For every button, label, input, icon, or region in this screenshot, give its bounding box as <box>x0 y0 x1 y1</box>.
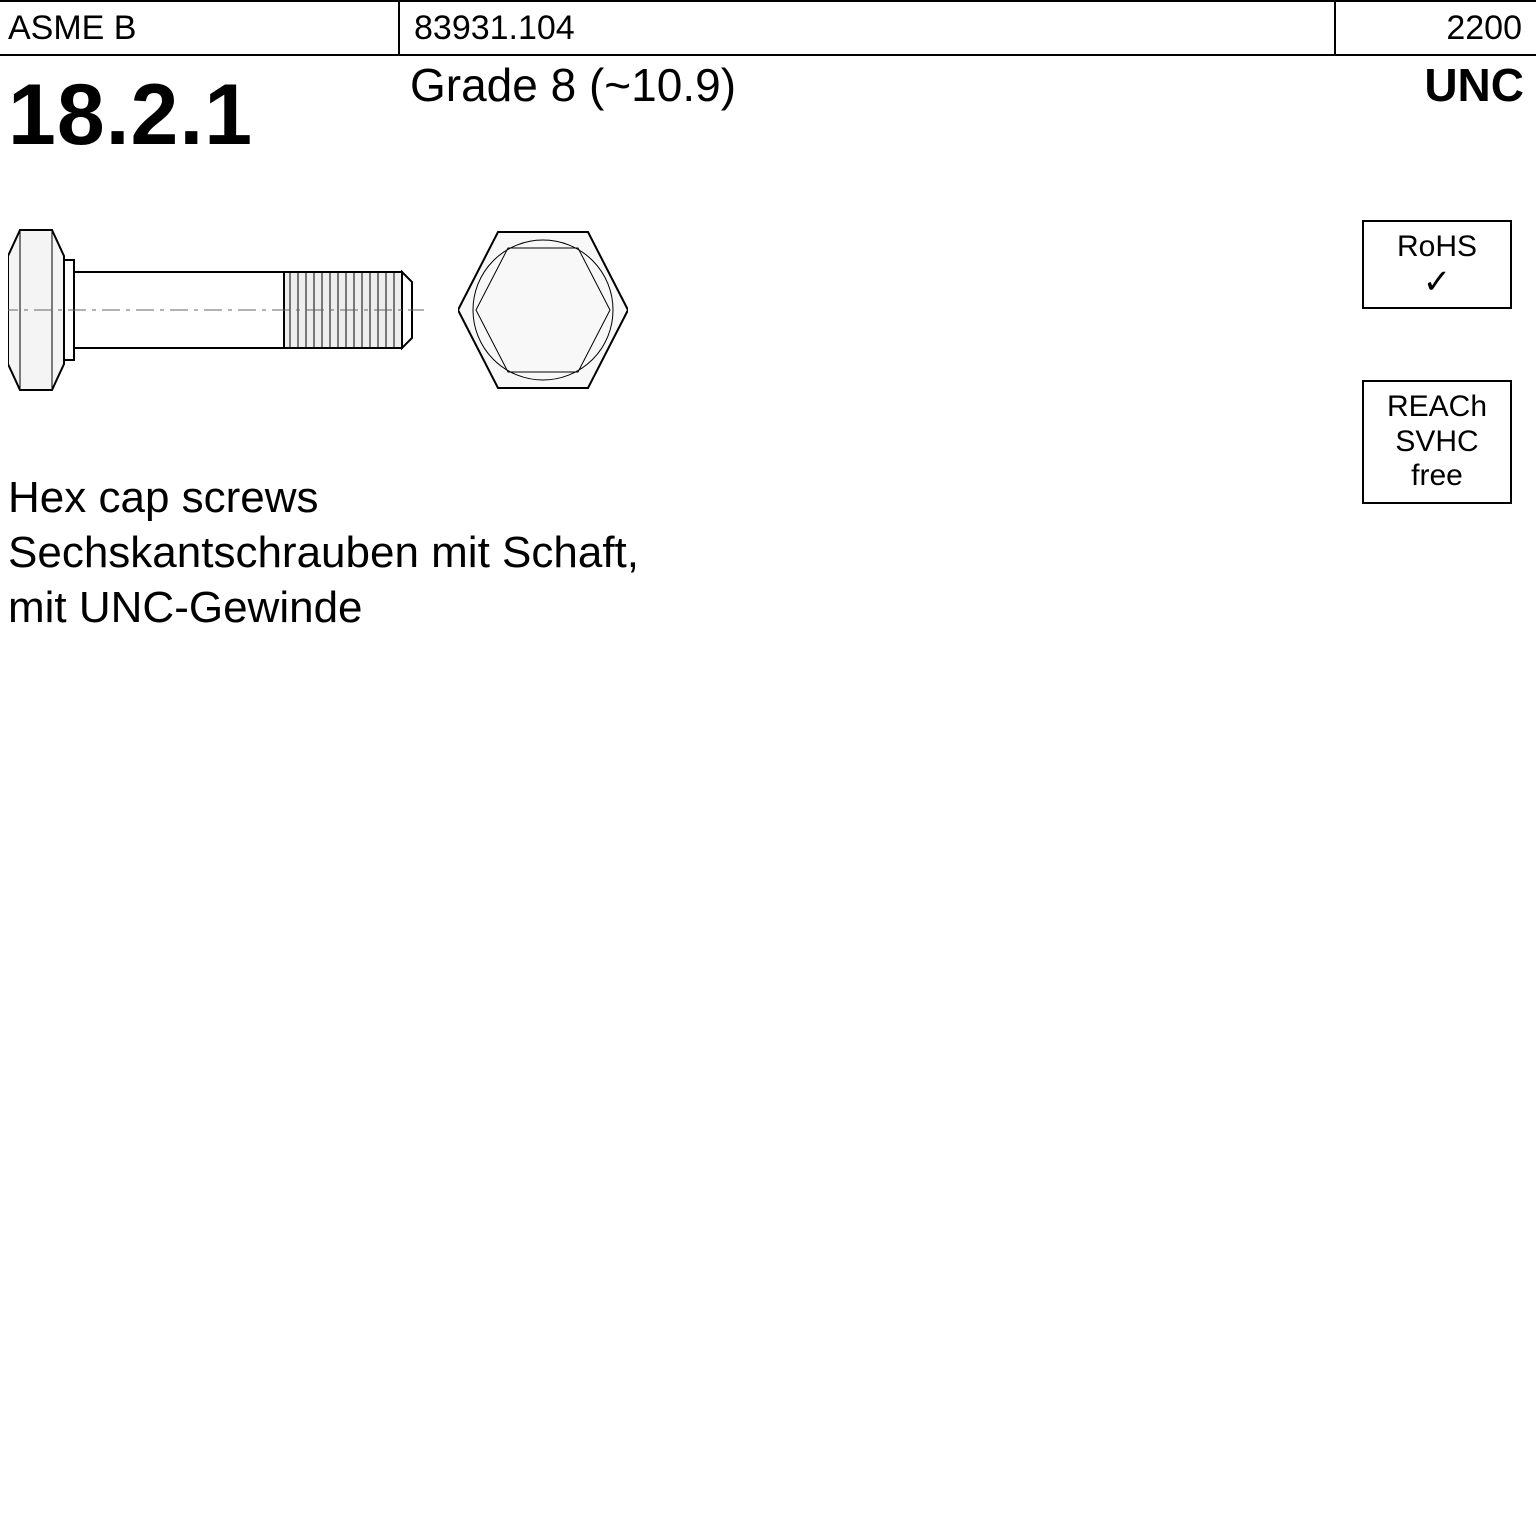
description-block: Hex cap screws Sechskantschrauben mit Sc… <box>8 470 639 635</box>
reach-line1: REACh <box>1370 390 1504 425</box>
reach-line2: SVHC <box>1370 425 1504 460</box>
rohs-label: RoHS <box>1370 230 1504 265</box>
description-de-1: Sechskantschrauben mit Schaft, <box>8 525 639 580</box>
description-de-2: mit UNC-Gewinde <box>8 580 639 635</box>
thread-code: UNC <box>1424 58 1524 112</box>
header-row: ASME B 83931.104 2200 <box>0 0 1536 56</box>
standard-number: 18.2.1 <box>8 66 253 165</box>
header-page-code: 2200 <box>1336 2 1536 54</box>
header-standard-body: ASME B <box>0 2 400 54</box>
reach-line3: free <box>1370 459 1504 494</box>
bolt-side-view-icon <box>8 220 428 400</box>
header-article-no: 83931.104 <box>400 2 1336 54</box>
grade-text: Grade 8 (~10.9) <box>410 58 736 112</box>
description-en: Hex cap screws <box>8 470 639 525</box>
hex-front-view-icon <box>458 220 628 400</box>
check-icon: ✓ <box>1370 265 1504 299</box>
rohs-badge: RoHS ✓ <box>1362 220 1512 309</box>
reach-badge: REACh SVHC free <box>1362 380 1512 504</box>
